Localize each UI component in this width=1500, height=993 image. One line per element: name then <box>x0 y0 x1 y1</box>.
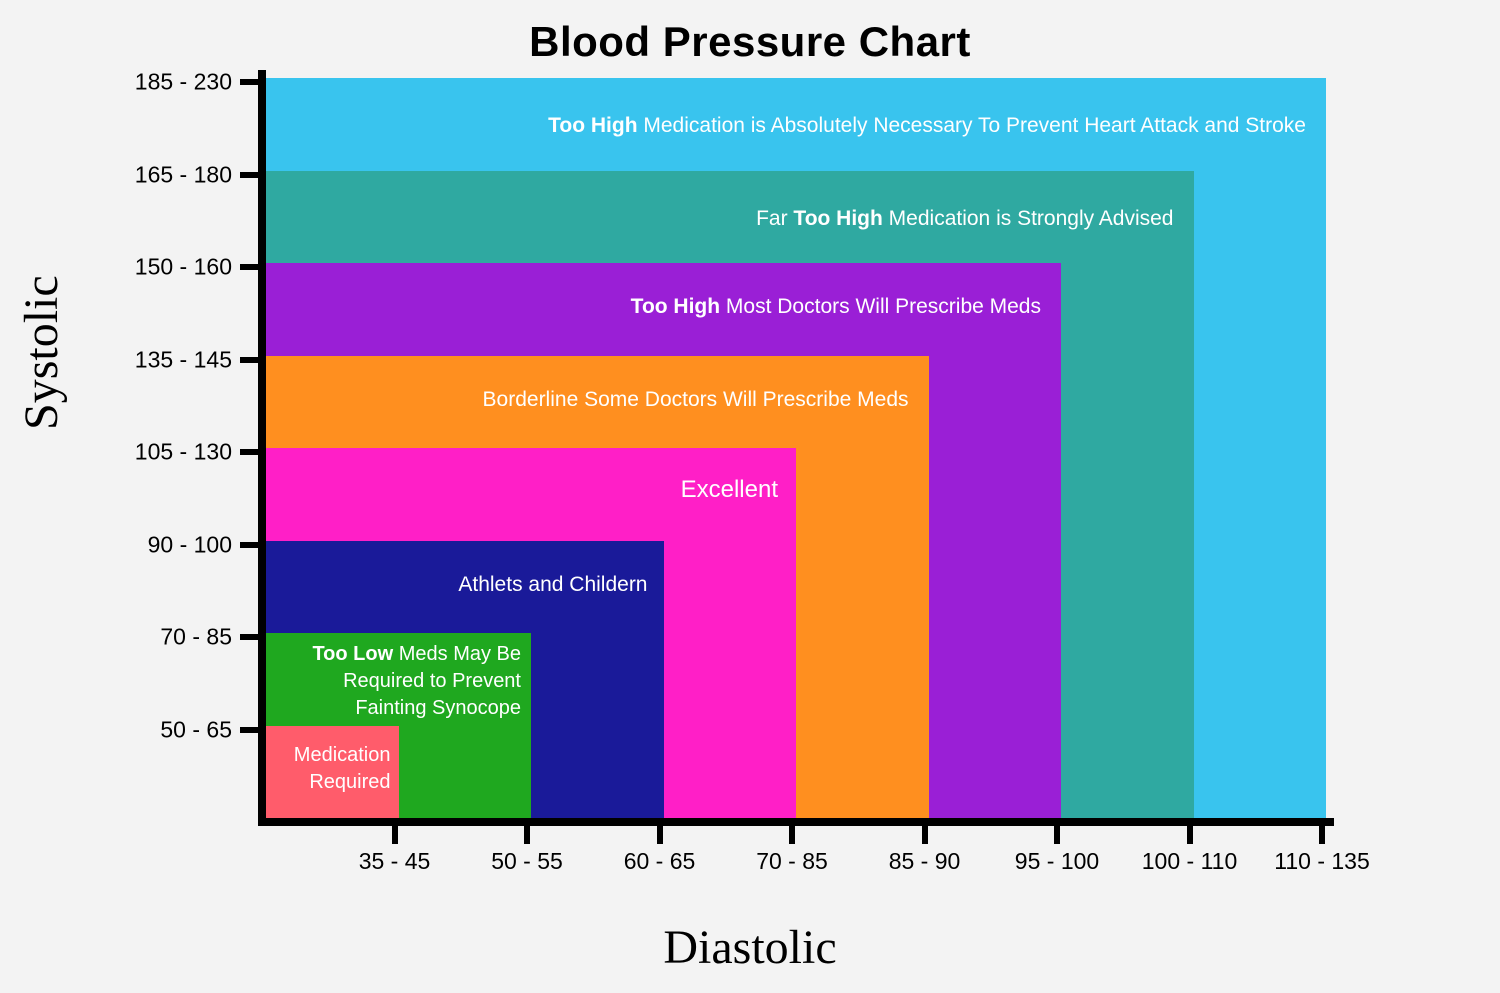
x-tick <box>392 822 398 844</box>
zone-label-too-high-absolute: Too High Medication is Absolutely Necess… <box>456 112 1306 140</box>
y-axis-label: 90 - 100 <box>148 531 232 558</box>
x-axis-label: 70 - 85 <box>756 848 828 875</box>
x-tick <box>1319 822 1325 844</box>
y-axis-label: 150 - 160 <box>135 254 232 281</box>
x-axis-label: 95 - 100 <box>1015 848 1099 875</box>
y-tick <box>240 264 262 270</box>
y-axis-label: 135 - 145 <box>135 346 232 373</box>
x-tick <box>1187 822 1193 844</box>
y-tick <box>240 357 262 363</box>
y-tick <box>240 727 262 733</box>
y-axis-label: 50 - 65 <box>160 716 232 743</box>
y-axis-line <box>258 70 266 822</box>
x-axis-label: 50 - 55 <box>491 848 563 875</box>
zone-label-excellent: Excellent <box>578 474 778 506</box>
zone-label-medication-required: Medication Required <box>273 742 391 796</box>
y-tick <box>240 172 262 178</box>
chart-stage: Blood Pressure Chart Systolic Diastolic … <box>0 0 1500 993</box>
y-axis-label: 105 - 130 <box>135 439 232 466</box>
x-axis-label: 35 - 45 <box>359 848 431 875</box>
x-tick <box>524 822 530 844</box>
y-tick <box>240 79 262 85</box>
y-axis-label: 70 - 85 <box>160 624 232 651</box>
x-axis-label: 60 - 65 <box>624 848 696 875</box>
zone-label-athletes-children: Athlets and Childern <box>388 571 648 599</box>
zone-label-far-too-high: Far Too High Medication is Strongly Advi… <box>614 205 1174 233</box>
x-tick <box>657 822 663 844</box>
x-axis-label: 85 - 90 <box>889 848 961 875</box>
zone-label-borderline: Borderline Some Doctors Will Prescribe M… <box>389 386 909 414</box>
y-axis-title: Systolic <box>14 275 69 430</box>
x-tick <box>922 822 928 844</box>
zone-label-too-low: Too Low Meds May Be Required to Prevent … <box>301 641 521 722</box>
x-tick <box>789 822 795 844</box>
x-axis-label: 100 - 110 <box>1142 848 1237 875</box>
x-tick <box>1054 822 1060 844</box>
y-tick <box>240 542 262 548</box>
y-tick <box>240 634 262 640</box>
x-axis-line <box>258 818 1334 826</box>
x-axis-label: 110 - 135 <box>1274 848 1369 875</box>
zone-label-too-high-meds: Too High Most Doctors Will Prescribe Med… <box>481 293 1041 321</box>
plot-area: Too High Medication is Absolutely Necess… <box>262 82 1322 822</box>
y-axis-label: 165 - 180 <box>135 161 232 188</box>
y-axis-label: 185 - 230 <box>135 69 232 96</box>
chart-title: Blood Pressure Chart <box>0 18 1500 66</box>
x-axis-title: Diastolic <box>0 920 1500 975</box>
zone-medication-required: Medication Required <box>266 726 399 819</box>
y-tick <box>240 449 262 455</box>
